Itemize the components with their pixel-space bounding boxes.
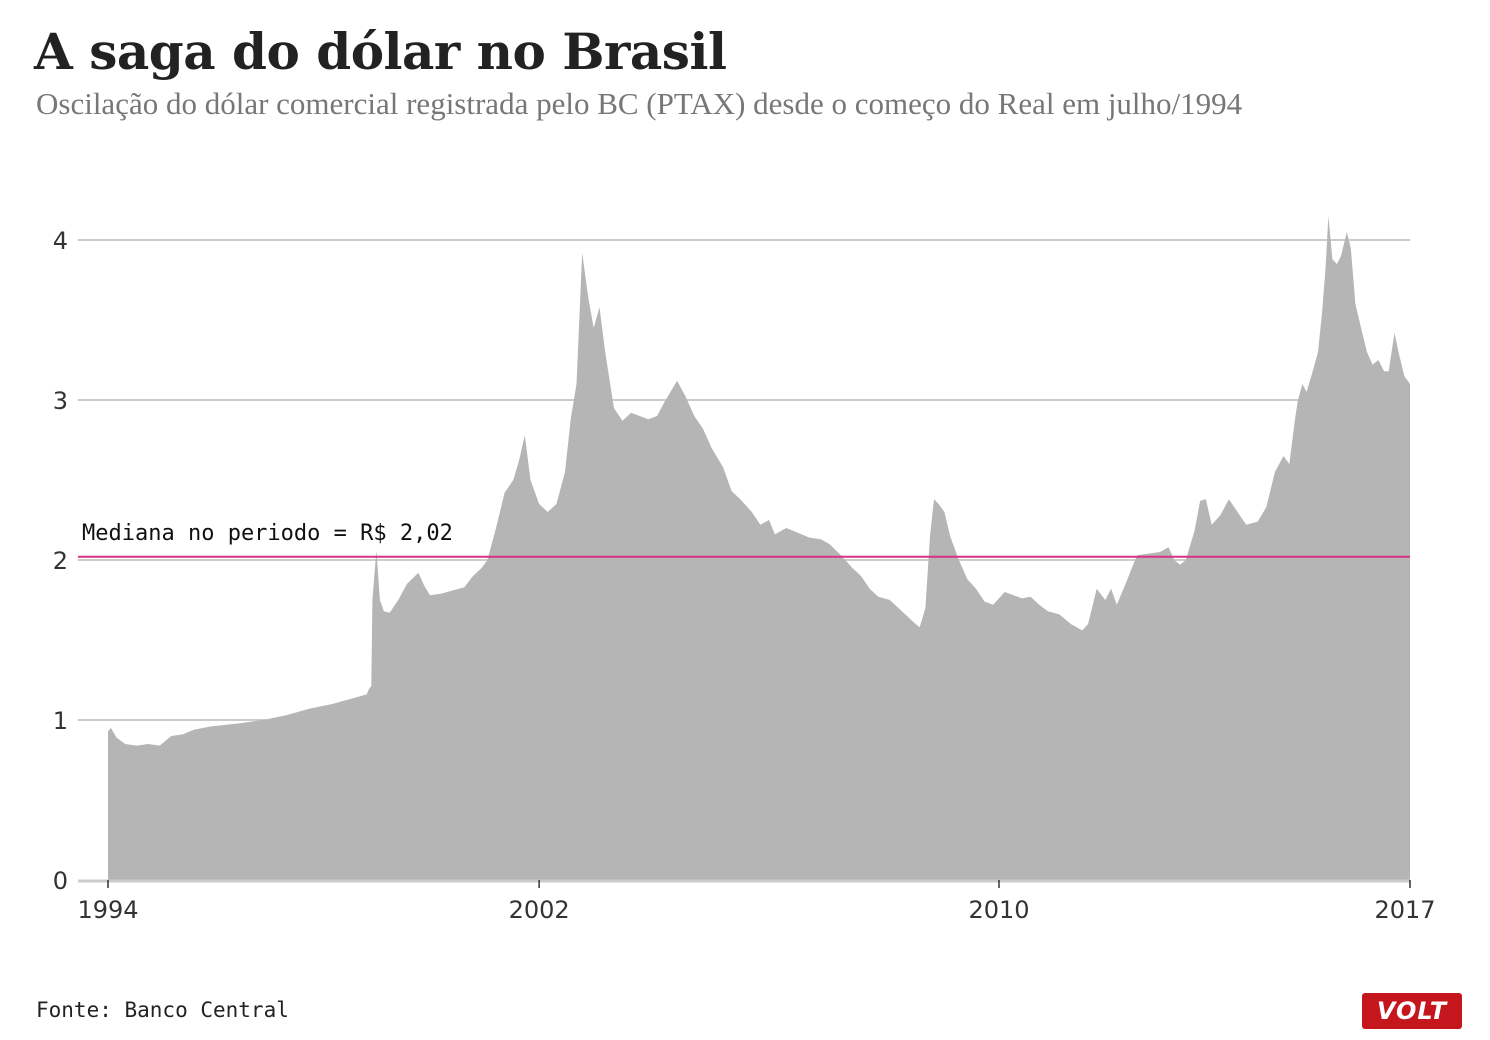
y-axis-ticks: 0 1 2 3 4 xyxy=(53,227,68,895)
median-label: Mediana no periodo = R$ 2,02 xyxy=(82,521,453,546)
volt-logo-text: VOLT xyxy=(1376,997,1448,1025)
x-tick-label: 1994 xyxy=(77,896,138,924)
y-tick-label: 4 xyxy=(53,227,68,255)
median-annotation: Mediana no periodo = R$ 2,02 xyxy=(78,521,1410,558)
x-tick-label: 2002 xyxy=(509,896,570,924)
chart-subtitle: Oscilação do dólar comercial registrada … xyxy=(36,86,1243,121)
y-tick-label: 3 xyxy=(53,387,68,415)
volt-logo: VOLT xyxy=(1362,993,1462,1029)
y-tick-label: 2 xyxy=(53,547,68,575)
chart-title: A saga do dólar no Brasil xyxy=(34,22,727,81)
x-tick-label: 2010 xyxy=(968,896,1029,924)
source-note: Fonte: Banco Central xyxy=(36,998,289,1022)
dollar-area-series xyxy=(108,216,1410,880)
y-tick-label: 1 xyxy=(53,707,68,735)
x-tick-label: 2017 xyxy=(1374,896,1435,924)
x-axis-ticks: 1994 2002 2010 2017 xyxy=(77,880,1436,924)
y-tick-label: 0 xyxy=(53,867,68,895)
